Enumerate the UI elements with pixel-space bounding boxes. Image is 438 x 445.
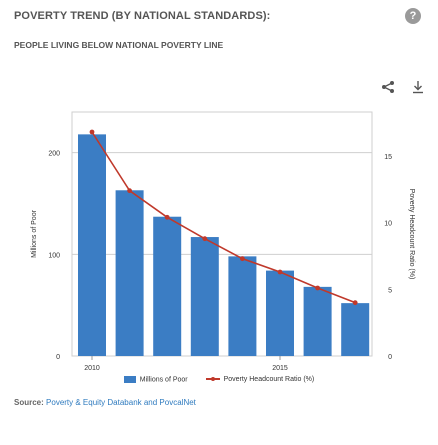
bar [115, 190, 144, 356]
line-point [315, 285, 320, 291]
y2-axis-title: Poverty Headcount Ratio (%) [408, 189, 415, 280]
bar [153, 216, 182, 356]
share-icon[interactable] [381, 80, 395, 94]
source-link[interactable]: Poverty & Equity Databank and PovcalNet [46, 398, 196, 407]
x-tick-label: 2010 [84, 365, 100, 372]
y-axis-title: Millions of Poor [31, 209, 38, 258]
legend-item-line[interactable]: Poverty Headcount Ratio (%) [205, 376, 315, 384]
chart-subtitle: PEOPLE LIVING BELOW NATIONAL POVERTY LIN… [14, 40, 224, 50]
y-tick-label: 0 [56, 354, 60, 361]
combo-chart: 0 100 200 0 5 10 15 Millions of Poor Poverty Hea… [31, 111, 415, 372]
source-label: Source: [14, 398, 44, 407]
y2-tick-label: 0 [388, 354, 392, 361]
legend-bars-label: Millions of Poor [139, 376, 188, 384]
bar [190, 237, 219, 356]
line-point [127, 188, 132, 194]
line-point [164, 214, 170, 220]
y-tick-label: 200 [48, 151, 60, 158]
x-tick-label: 2015 [272, 365, 288, 372]
bar [341, 303, 370, 356]
line-point [352, 300, 358, 306]
legend-item-bars[interactable]: Millions of Poor [123, 376, 188, 384]
line-point [202, 236, 208, 242]
legend-swatch-line [205, 376, 220, 381]
bar [303, 286, 332, 356]
legend-line-label: Poverty Headcount Ratio (%) [223, 376, 315, 384]
line-point [240, 256, 245, 262]
y2-tick-label: 10 [384, 221, 392, 228]
line-series [91, 131, 356, 304]
chart-legend: Millions of Poor Poverty Headcount Ratio… [0, 376, 438, 384]
source-note: Source: Poverty & Equity Databank and Po… [14, 398, 196, 407]
plot-frame [71, 111, 373, 357]
line-point [277, 269, 283, 275]
bar [266, 270, 294, 356]
bar [78, 134, 106, 356]
chart-title: POVERTY TREND (BY NATIONAL STANDARDS): [14, 10, 271, 22]
y-tick-label: 100 [48, 252, 60, 259]
y2-tick-label: 5 [388, 287, 392, 294]
download-icon[interactable] [411, 80, 425, 94]
bar [228, 256, 257, 356]
help-icon[interactable]: ? [405, 8, 421, 24]
line-point [89, 129, 95, 135]
legend-swatch-bars [123, 376, 136, 383]
y2-tick-label: 15 [384, 154, 392, 161]
